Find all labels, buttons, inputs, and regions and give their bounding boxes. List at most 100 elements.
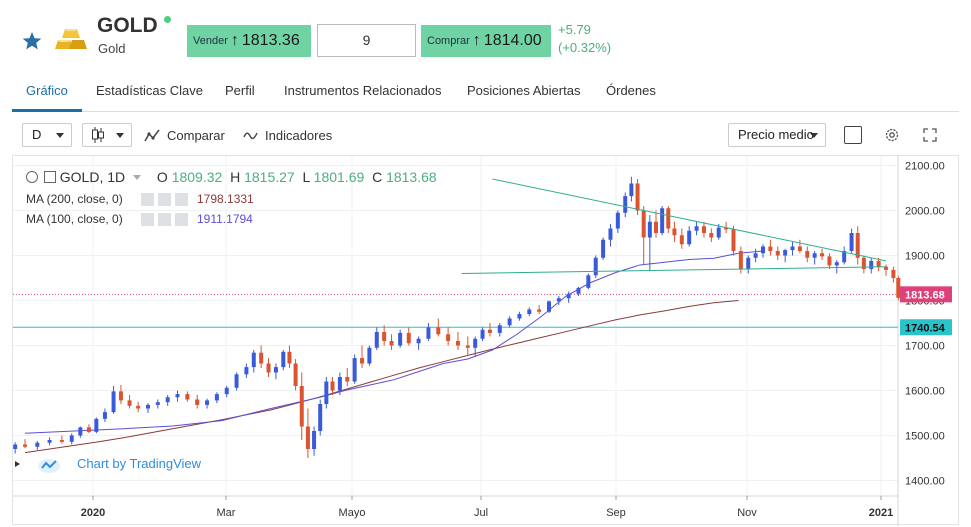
tab-grafico[interactable]: Gráfico [26,83,68,98]
candle-body [155,402,160,405]
candle-body [367,347,372,364]
collapse-legend-icon[interactable] [26,171,38,183]
settings-gear-icon[interactable] [884,127,900,143]
indicators-icon[interactable] [243,127,259,143]
candle-body [293,363,298,386]
last-price-tag: 1813.68 [905,289,945,301]
candle-body [35,442,40,447]
candle-body [753,253,758,258]
buy-button[interactable]: Comprar ↑ 1814.00 [421,25,551,57]
favorite-star-icon[interactable] [22,31,42,51]
candle-body [716,227,721,238]
candle-body [701,226,706,233]
close-icon[interactable] [175,193,188,206]
hide-series-icon[interactable] [43,171,56,183]
tab-posiciones-abiertas[interactable]: Posiciones Abiertas [467,83,581,98]
candle-body [352,358,357,382]
candle-body [566,293,571,299]
candle-body [312,431,317,449]
chevron-down-icon [810,133,818,138]
chart-canvas[interactable]: 2100.002000.001900.001800.001700.001600.… [13,156,960,526]
candle-body [281,351,286,368]
candle-body [768,246,773,251]
ma100-legend-value: 1911.1794 [197,212,253,226]
quantity-input[interactable]: 9 [317,24,416,57]
interval-select[interactable]: D [22,123,72,147]
trend-line [492,178,887,262]
candle-body [834,262,839,266]
candle-body [827,256,832,266]
sell-arrow-icon: ↑ [230,32,239,49]
candle-body [127,400,132,406]
price-type-select[interactable]: Precio medio [728,123,826,147]
eye-icon[interactable] [141,213,154,226]
candle-body [78,427,83,436]
tab-ordenes[interactable]: Órdenes [606,83,656,98]
gear-icon[interactable] [158,193,171,206]
price-axis-label: 1500.00 [905,431,945,443]
candle-body [473,338,478,348]
candle-body [416,338,421,344]
candle-body [175,394,180,398]
expand-icon[interactable] [922,127,938,143]
chart-toolbar: D Comparar Indicadores Precio medio [12,118,959,152]
candle-body [146,404,150,409]
candle-body [13,444,18,449]
candle-body [527,309,532,314]
tab-perfil[interactable]: Perfil [225,83,255,98]
ohlc-high-label: H [230,169,241,185]
compare-button[interactable]: Comparar [167,128,225,143]
tradingview-watermark[interactable]: Chart by TradingView [77,456,202,471]
moving-average-line [24,300,739,454]
chevron-down-icon[interactable] [133,175,142,180]
candle-body [869,260,874,269]
candle-body [556,298,561,302]
close-icon[interactable] [175,213,188,226]
price-axis-label: 1900.00 [905,251,945,263]
candle-body [884,266,888,270]
candle-body [455,341,460,346]
eye-icon[interactable] [141,193,154,206]
candle-body [185,394,190,400]
ohlc-close: 1813.68 [386,169,437,185]
chart-type-select[interactable] [82,123,132,147]
support-level-tag: 1740.54 [905,322,946,334]
candle-body [480,329,485,339]
candle-body [731,229,736,251]
sell-button[interactable]: Vender ↑ 1813.36 [187,25,311,57]
price-chart[interactable]: 2100.002000.001900.001800.001700.001600.… [12,155,960,526]
indicators-button[interactable]: Indicadores [265,128,333,143]
scroll-marker-icon [15,461,20,467]
fullscreen-toggle-checkbox[interactable] [844,126,862,144]
candle-body [446,334,451,341]
candle-body [102,412,107,419]
price-change: +5.79 (+0.32%) [558,21,611,57]
ohlc-close-label: C [372,169,383,185]
price-axis-label: 1600.00 [905,386,945,398]
tradingview-cloud-icon [38,459,60,473]
candle-body [775,251,780,256]
candle-body [537,309,542,312]
candle-body [251,352,256,368]
candle-body [305,426,310,449]
price-axis-label: 1400.00 [905,476,945,488]
candle-body [783,250,788,256]
candlestick-icon [92,127,104,143]
candle-body [576,287,581,294]
compare-icon[interactable] [144,127,160,143]
tab-estadisticas-clave[interactable]: Estadísticas Clave [96,83,203,98]
candle-body [398,332,403,346]
candle-body [436,327,441,335]
candle-body [497,325,502,333]
tab-instrumentos-relacionados[interactable]: Instrumentos Relacionados [284,83,442,98]
candle-body [136,405,141,409]
change-absolute: +5.79 [558,22,591,37]
legend-title: GOLD, 1D [59,169,126,185]
candle-body [709,233,714,238]
candle-body [234,374,239,388]
candle-body [337,377,342,391]
sell-price: 1813.36 [241,32,300,49]
gear-icon[interactable] [158,213,171,226]
candle-body [86,427,91,432]
chart-legend: GOLD, 1D O 1809.32 H 1815.27 L 1801.69 C… [26,169,437,185]
